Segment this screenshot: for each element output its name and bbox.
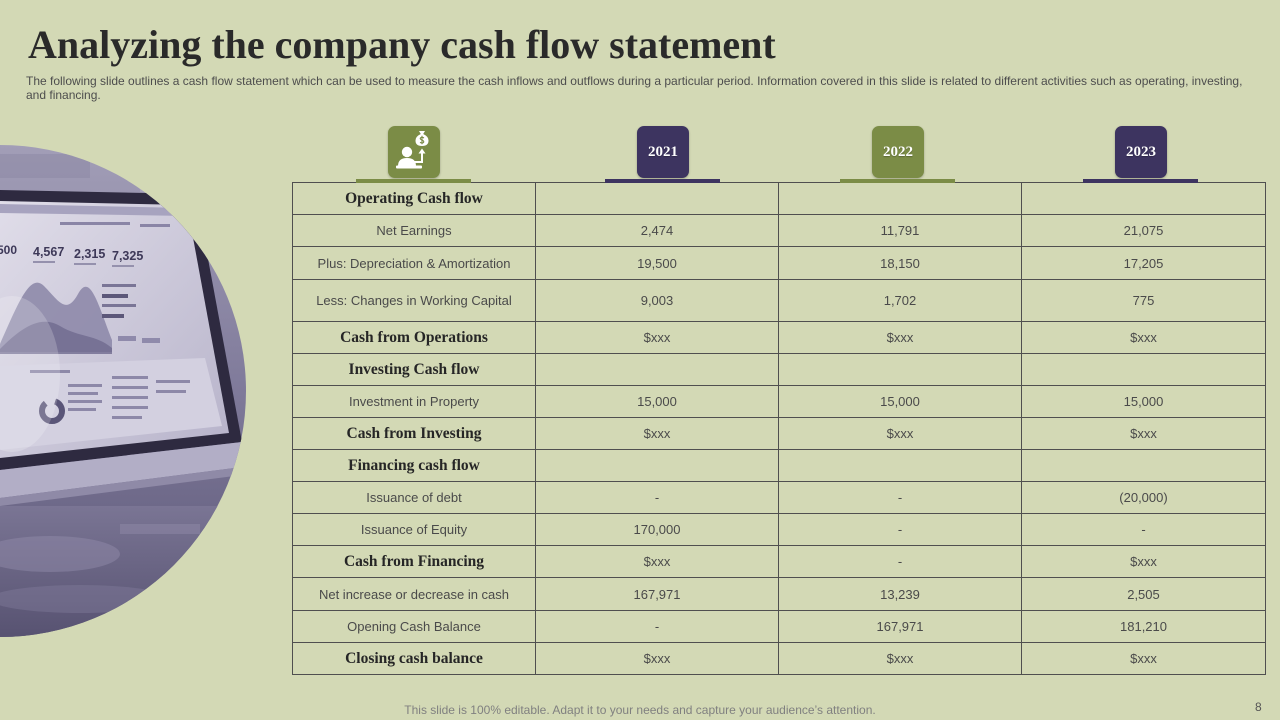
screen-kpi-number: 500: [0, 243, 17, 257]
row-label: Financing cash flow: [292, 449, 536, 482]
table-row: Issuance of debt - - (20,000): [292, 481, 1266, 514]
value-cell: 1,702: [778, 279, 1022, 322]
value-cell: $xxx: [1021, 545, 1266, 578]
value-cell: -: [778, 545, 1022, 578]
row-label: Issuance of debt: [292, 481, 536, 514]
value-cell: $xxx: [778, 321, 1022, 354]
row-label: Cash from Operations: [292, 321, 536, 354]
value-cell: 181,210: [1021, 610, 1266, 643]
cash-flow-table: Operating Cash flow Net Earnings 2,474 11,7…: [292, 182, 1266, 675]
value-cell: -: [778, 481, 1022, 514]
table-row: Less: Changes in Working Capital 9,003 1,7…: [292, 279, 1266, 322]
value-cell: 775: [1021, 279, 1266, 322]
table-row: Issuance of Equity 170,000- -: [292, 513, 1266, 546]
value-cell: [1021, 353, 1266, 386]
year-underline: [605, 179, 720, 183]
value-cell: 170,000: [535, 513, 779, 546]
value-cell: 17,205: [1021, 246, 1266, 280]
header-icon-underline: [356, 179, 471, 183]
year-label: 2023: [1126, 143, 1156, 160]
year-underline: [1083, 179, 1198, 183]
screen-kpi-number: 4,567: [33, 245, 64, 259]
value-cell: $xxx: [1021, 417, 1266, 450]
slide-title: Analyzing the company cash flow statemen…: [28, 22, 776, 67]
value-cell: $xxx: [1021, 642, 1266, 675]
value-cell: 2,474: [535, 214, 779, 247]
value-cell: 167,971: [778, 610, 1022, 643]
value-cell: [535, 353, 779, 386]
value-cell: [535, 449, 779, 482]
value-cell: $xxx: [778, 642, 1022, 675]
value-cell: 18,150: [778, 246, 1022, 280]
value-cell: 11,791: [778, 214, 1022, 247]
value-cell: [535, 182, 779, 215]
row-label: Net increase or decrease in cash: [292, 577, 536, 611]
row-label: Operating Cash flow: [292, 182, 536, 215]
value-cell: $xxx: [535, 417, 779, 450]
value-cell: $xxx: [1021, 321, 1266, 354]
value-cell: 2,505: [1021, 577, 1266, 611]
row-label: Closing cash balance: [292, 642, 536, 675]
value-cell: 15,000: [778, 385, 1022, 418]
screen-kpi-number: 2,315: [74, 247, 105, 261]
value-cell: [1021, 449, 1266, 482]
value-cell: [778, 353, 1022, 386]
header-icon-badge: [388, 126, 440, 178]
value-cell: -: [535, 481, 779, 514]
person-money-bag-icon: [396, 131, 429, 169]
year-label: 2021: [648, 143, 678, 160]
value-cell: -: [535, 610, 779, 643]
table-row: Plus: Depreciation & Amortization 19,500 1…: [292, 246, 1266, 280]
row-label: Opening Cash Balance: [292, 610, 536, 643]
row-label: Plus: Depreciation & Amortization: [292, 246, 536, 280]
section-row: Investing Cash flow: [292, 353, 1266, 386]
row-label: Issuance of Equity: [292, 513, 536, 546]
value-cell: $xxx: [535, 321, 779, 354]
value-cell: -: [778, 513, 1022, 546]
row-label: Cash from Financing: [292, 545, 536, 578]
table-row: Net increase or decrease in cash 167,971 1…: [292, 577, 1266, 611]
section-row: Cash from Investing $xxx $xxx $xxx: [292, 417, 1266, 450]
section-row: Financing cash flow: [292, 449, 1266, 482]
slide-subtitle: The following slide outlines a cash flow…: [26, 74, 1243, 102]
section-row: Operating Cash flow: [292, 182, 1266, 215]
value-cell: 15,000: [1021, 385, 1266, 418]
table-row: Net Earnings 2,474 11,791 21,075: [292, 214, 1266, 247]
cash-flow-table-body: Operating Cash flow Net Earnings 2,474 11,7…: [292, 182, 1266, 675]
value-cell: 13,239: [778, 577, 1022, 611]
value-cell: $xxx: [778, 417, 1022, 450]
value-cell: 9,003: [535, 279, 779, 322]
year-badge-2021: 2021: [637, 126, 689, 178]
year-label: 2022: [883, 143, 913, 160]
value-cell: $xxx: [535, 545, 779, 578]
screen-kpi-number: 7,325: [112, 249, 143, 263]
value-cell: 167,971: [535, 577, 779, 611]
value-cell: (20,000): [1021, 481, 1266, 514]
section-row: Cash from Operations $xxx $xxx $xxx: [292, 321, 1266, 354]
section-row: Closing cash balance $xxx $xxx $xxx: [292, 642, 1266, 675]
row-label: Less: Changes in Working Capital: [292, 279, 536, 322]
value-cell: $xxx: [535, 642, 779, 675]
row-label: Investment in Property: [292, 385, 536, 418]
page-number: 8: [1255, 700, 1262, 714]
value-cell: [1021, 182, 1266, 215]
year-underline: [840, 179, 955, 183]
table-row: Opening Cash Balance -167,971 181,210: [292, 610, 1266, 643]
laptop-dashboard-image: 500 4,567 2,315 7,325: [0, 145, 246, 637]
year-badge-2023: 2023: [1115, 126, 1167, 178]
row-label: Cash from Investing: [292, 417, 536, 450]
value-cell: 15,000: [535, 385, 779, 418]
row-label: Investing Cash flow: [292, 353, 536, 386]
value-cell: [778, 182, 1022, 215]
year-badge-2022: 2022: [872, 126, 924, 178]
value-cell: 19,500: [535, 246, 779, 280]
section-row: Cash from Financing $xxx - $xxx: [292, 545, 1266, 578]
value-cell: -: [1021, 513, 1266, 546]
row-label: Net Earnings: [292, 214, 536, 247]
table-row: Investment in Property 15,000 15,000 15,000: [292, 385, 1266, 418]
footer-note: This slide is 100% editable. Adapt it to…: [404, 703, 876, 717]
value-cell: [778, 449, 1022, 482]
value-cell: 21,075: [1021, 214, 1266, 247]
